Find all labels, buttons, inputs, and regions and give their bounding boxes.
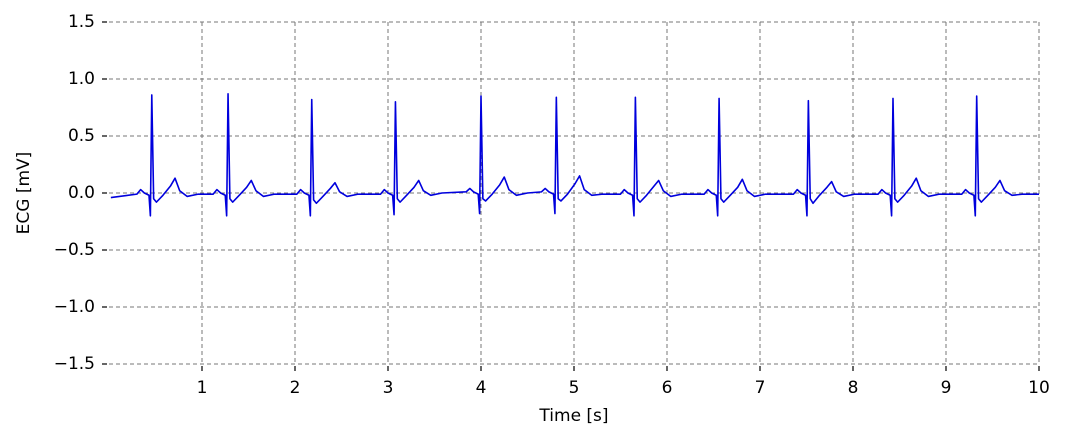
ecg-line bbox=[110, 93, 1039, 217]
y-tick-label: 1.0 bbox=[68, 69, 95, 89]
x-tick-label: 8 bbox=[848, 378, 859, 398]
y-tick-label: 0.5 bbox=[68, 126, 95, 146]
x-tick-label: 9 bbox=[941, 378, 952, 398]
x-tick-label: 7 bbox=[755, 378, 766, 398]
x-tick-label: 2 bbox=[290, 378, 301, 398]
y-tick-label: 0.0 bbox=[68, 183, 95, 203]
y-tick-label: 1.5 bbox=[68, 12, 95, 32]
x-tick-label: 4 bbox=[476, 378, 487, 398]
x-tick-label: 3 bbox=[383, 378, 394, 398]
y-tick-label: −1.0 bbox=[54, 297, 95, 317]
x-tick-label: 5 bbox=[569, 378, 580, 398]
x-tick-label: 10 bbox=[1028, 378, 1050, 398]
y-axis-label: ECG [mV] bbox=[14, 152, 34, 235]
x-tick-label: 1 bbox=[197, 378, 208, 398]
y-tick-label: −1.5 bbox=[54, 354, 95, 374]
y-tick-label: −0.5 bbox=[54, 240, 95, 260]
x-tick-label: 6 bbox=[662, 378, 673, 398]
x-axis-label: Time [s] bbox=[538, 406, 608, 426]
